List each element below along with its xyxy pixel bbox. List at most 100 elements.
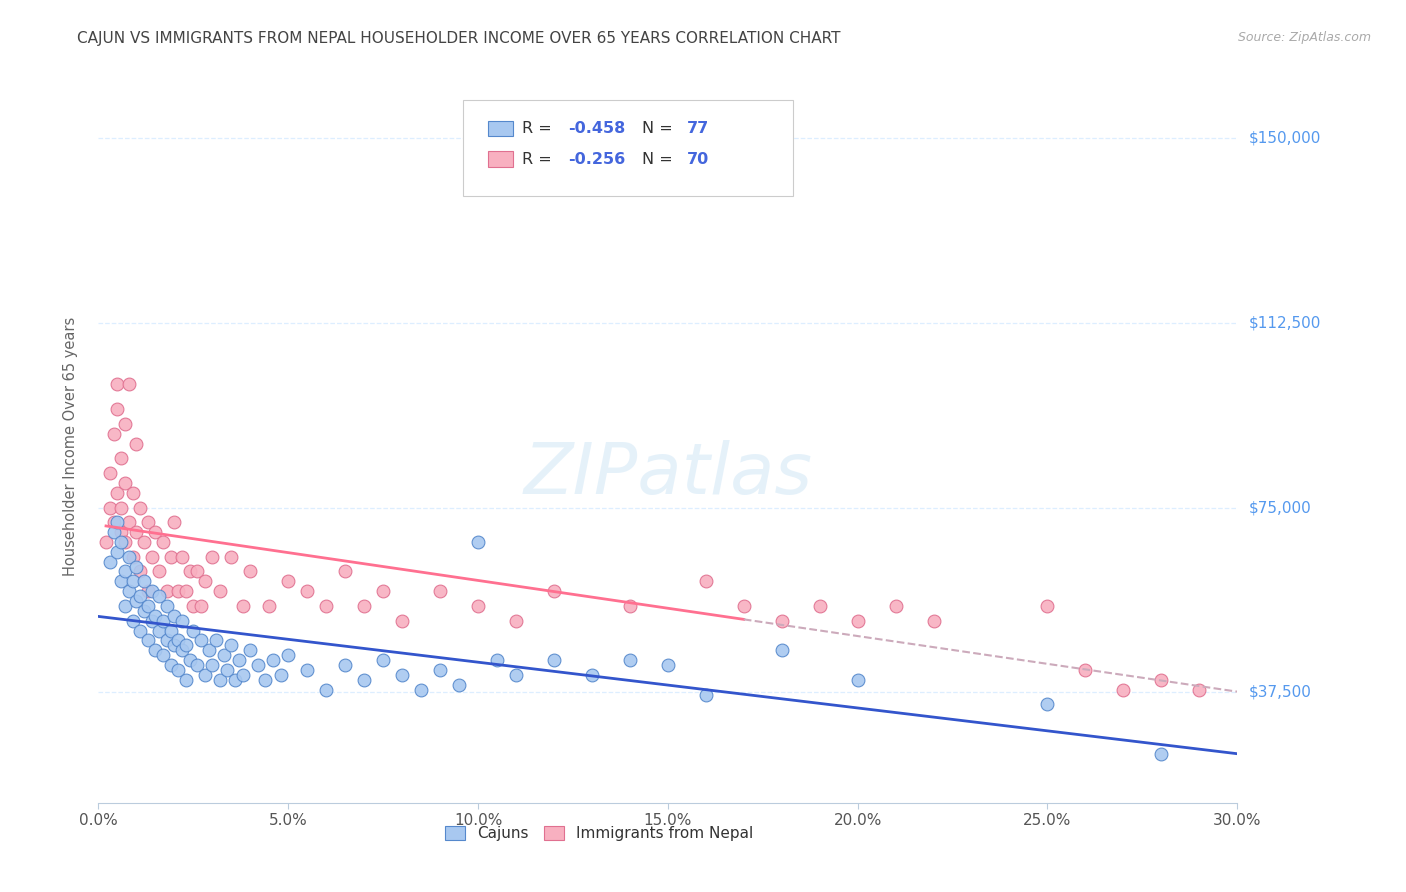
- Point: [179, 565, 201, 579]
- Point: [98, 500, 121, 515]
- Text: CAJUN VS IMMIGRANTS FROM NEPAL HOUSEHOLDER INCOME OVER 65 YEARS CORRELATION CHAR: CAJUN VS IMMIGRANTS FROM NEPAL HOUSEHOLD…: [77, 31, 841, 46]
- FancyBboxPatch shape: [488, 152, 513, 167]
- Point: [114, 475, 136, 490]
- Text: 77: 77: [688, 121, 710, 136]
- Point: [132, 604, 155, 618]
- Point: [118, 584, 141, 599]
- Point: [107, 402, 129, 417]
- Point: [197, 643, 219, 657]
- Point: [103, 426, 125, 441]
- Point: [239, 565, 262, 579]
- Point: [129, 589, 152, 603]
- Point: [118, 516, 141, 530]
- Point: [156, 633, 179, 648]
- Point: [141, 584, 163, 599]
- Point: [118, 377, 141, 392]
- Text: ZIPatlas: ZIPatlas: [523, 440, 813, 509]
- Text: R =: R =: [522, 121, 557, 136]
- Y-axis label: Householder Income Over 65 years: Householder Income Over 65 years: [63, 317, 77, 575]
- Point: [98, 555, 121, 569]
- Point: [103, 525, 125, 540]
- Text: Source: ZipAtlas.com: Source: ZipAtlas.com: [1237, 31, 1371, 45]
- Point: [125, 594, 148, 608]
- Point: [208, 673, 231, 687]
- Point: [121, 614, 143, 628]
- Point: [159, 549, 181, 564]
- Point: [98, 466, 121, 480]
- Point: [212, 648, 235, 662]
- Point: [277, 574, 299, 589]
- Point: [170, 614, 193, 628]
- Point: [619, 653, 641, 667]
- Point: [103, 516, 125, 530]
- Point: [259, 599, 281, 613]
- Text: 70: 70: [688, 152, 710, 167]
- Point: [190, 633, 212, 648]
- Point: [371, 653, 394, 667]
- Text: -0.256: -0.256: [568, 152, 624, 167]
- Point: [770, 643, 793, 657]
- Point: [148, 565, 170, 579]
- Point: [657, 658, 679, 673]
- Point: [733, 599, 755, 613]
- Point: [129, 624, 152, 638]
- Point: [121, 485, 143, 500]
- Point: [183, 599, 205, 613]
- Point: [179, 653, 201, 667]
- Point: [136, 516, 159, 530]
- Point: [156, 584, 179, 599]
- Point: [228, 653, 250, 667]
- Point: [121, 549, 143, 564]
- Point: [205, 633, 228, 648]
- Point: [125, 559, 148, 574]
- Point: [221, 638, 243, 652]
- Point: [846, 614, 869, 628]
- Point: [277, 648, 299, 662]
- Point: [170, 643, 193, 657]
- Point: [221, 549, 243, 564]
- Point: [353, 673, 375, 687]
- Point: [467, 599, 489, 613]
- Point: [770, 614, 793, 628]
- Point: [110, 525, 132, 540]
- Point: [121, 574, 143, 589]
- Point: [505, 614, 527, 628]
- Point: [174, 638, 197, 652]
- Text: $112,500: $112,500: [1249, 316, 1320, 330]
- Point: [159, 658, 181, 673]
- Point: [232, 599, 254, 613]
- Point: [159, 624, 181, 638]
- Point: [136, 633, 159, 648]
- Text: $37,500: $37,500: [1249, 684, 1312, 699]
- Point: [411, 682, 433, 697]
- Point: [152, 535, 174, 549]
- Point: [152, 648, 174, 662]
- Legend: Cajuns, Immigrants from Nepal: Cajuns, Immigrants from Nepal: [437, 818, 761, 848]
- Text: -0.458: -0.458: [568, 121, 624, 136]
- Point: [186, 658, 208, 673]
- Point: [1074, 663, 1097, 677]
- Point: [107, 516, 129, 530]
- Point: [922, 614, 945, 628]
- Point: [1150, 673, 1173, 687]
- Point: [194, 668, 217, 682]
- Point: [201, 658, 224, 673]
- Point: [335, 658, 357, 673]
- Point: [254, 673, 277, 687]
- Point: [208, 584, 231, 599]
- Point: [163, 516, 186, 530]
- Point: [167, 584, 190, 599]
- Point: [110, 574, 132, 589]
- Point: [110, 535, 132, 549]
- Point: [174, 673, 197, 687]
- FancyBboxPatch shape: [488, 120, 513, 136]
- Point: [335, 565, 357, 579]
- Point: [232, 668, 254, 682]
- Point: [114, 417, 136, 431]
- Point: [1188, 682, 1211, 697]
- Point: [297, 663, 319, 677]
- Point: [217, 663, 239, 677]
- Point: [1150, 747, 1173, 761]
- Text: $75,000: $75,000: [1249, 500, 1312, 515]
- Point: [315, 599, 337, 613]
